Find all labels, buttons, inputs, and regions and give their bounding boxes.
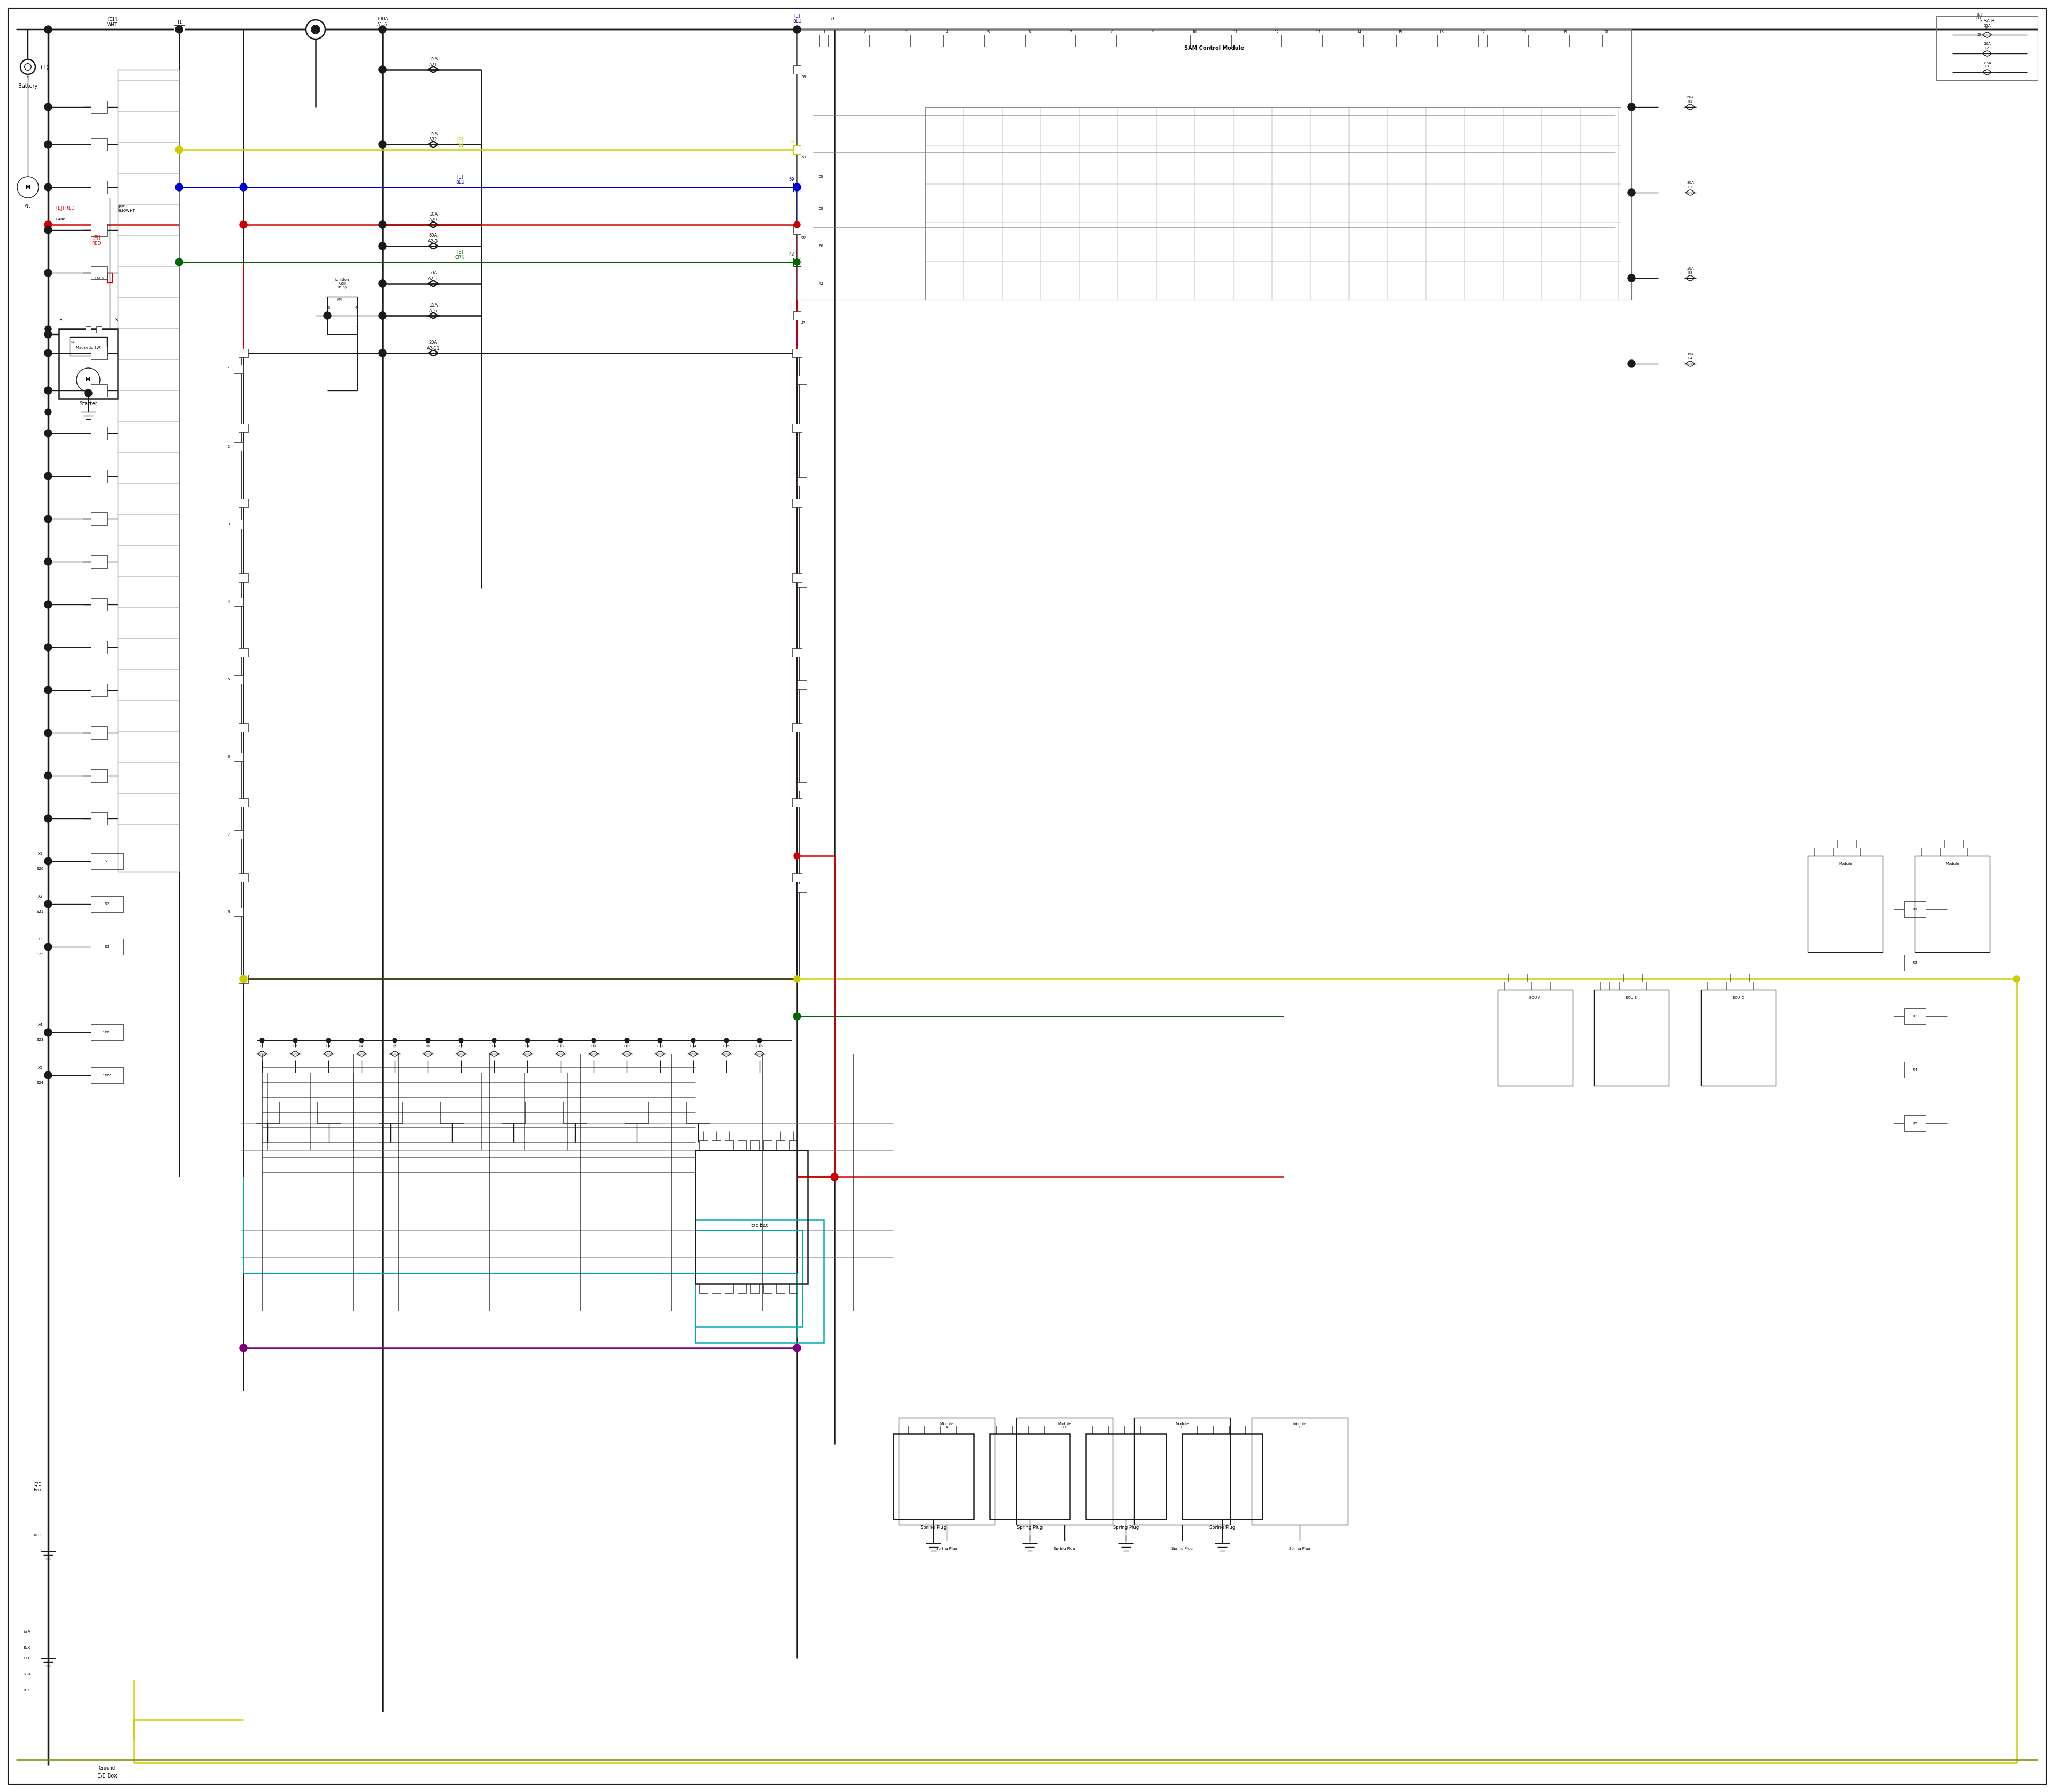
Circle shape — [1627, 274, 1635, 281]
Text: 5: 5 — [228, 677, 230, 681]
Bar — [793, 145, 801, 154]
Text: 59: 59 — [1976, 34, 1982, 36]
Bar — [1904, 901, 1927, 918]
Text: Spring Plug: Spring Plug — [1054, 1546, 1074, 1550]
Bar — [797, 579, 807, 588]
Circle shape — [378, 220, 386, 228]
Bar — [60, 330, 117, 398]
Text: 15A
B4: 15A B4 — [1686, 353, 1695, 360]
Text: X2: X2 — [37, 894, 43, 898]
Text: Starter: Starter — [80, 401, 97, 407]
Text: M: M — [25, 185, 31, 190]
Circle shape — [45, 729, 51, 737]
Bar — [90, 138, 107, 151]
Text: Spring Plug: Spring Plug — [937, 1546, 957, 1550]
Bar — [238, 498, 249, 507]
Text: Spring Plug: Spring Plug — [1290, 1546, 1310, 1550]
Bar — [238, 349, 249, 357]
Bar — [90, 1068, 123, 1082]
Circle shape — [45, 220, 51, 228]
Bar — [234, 753, 242, 762]
Bar — [1251, 1417, 1347, 1525]
Bar — [175, 25, 185, 34]
Bar — [90, 100, 107, 113]
Text: M4: M4 — [337, 297, 343, 301]
Text: R4: R4 — [1912, 1068, 1916, 1072]
Text: F6: F6 — [425, 1045, 429, 1048]
Bar — [793, 498, 801, 507]
Bar — [117, 70, 179, 873]
Bar — [175, 25, 185, 34]
Text: T1: T1 — [177, 20, 183, 25]
Text: 18: 18 — [1522, 30, 1526, 34]
Text: S3: S3 — [105, 944, 109, 948]
Circle shape — [177, 258, 183, 265]
Text: F4: F4 — [359, 1045, 364, 1048]
Text: Module: Module — [1945, 862, 1960, 866]
Text: 10: 10 — [1191, 30, 1197, 34]
Circle shape — [240, 220, 246, 228]
Bar — [793, 145, 801, 154]
Bar — [797, 681, 807, 688]
Bar — [1602, 34, 1610, 47]
Circle shape — [175, 25, 183, 34]
Circle shape — [45, 943, 51, 950]
Text: E/E Box: E/E Box — [752, 1222, 768, 1228]
Circle shape — [45, 815, 51, 823]
Text: 59: 59 — [830, 16, 834, 22]
Bar — [90, 267, 107, 280]
Text: 14: 14 — [1358, 30, 1362, 34]
Bar — [926, 108, 1621, 299]
Text: 59: 59 — [789, 177, 795, 183]
Bar — [861, 34, 869, 47]
Circle shape — [359, 1038, 364, 1043]
Bar — [90, 642, 107, 654]
Circle shape — [45, 557, 51, 566]
Text: Magnetic SW: Magnetic SW — [76, 346, 101, 349]
Text: B: B — [60, 317, 62, 323]
Text: Spring Plug: Spring Plug — [1171, 1546, 1193, 1550]
Bar — [793, 797, 801, 806]
Text: 16: 16 — [1440, 30, 1444, 34]
Bar — [1594, 989, 1668, 1086]
Bar — [1904, 1063, 1927, 1077]
Text: 8: 8 — [228, 910, 230, 914]
Bar — [238, 797, 249, 806]
Circle shape — [559, 1038, 563, 1043]
Bar — [793, 423, 801, 432]
Text: 30A
B2: 30A B2 — [1686, 181, 1695, 188]
Text: F8: F8 — [493, 1045, 497, 1048]
Circle shape — [793, 1012, 801, 1020]
Text: S24: S24 — [37, 1081, 43, 1084]
Text: [E1]
WHT: [E1] WHT — [107, 16, 117, 27]
Circle shape — [830, 1174, 838, 1181]
Text: R2: R2 — [1912, 961, 1916, 964]
Text: 59: 59 — [820, 176, 824, 177]
Bar — [776, 1140, 785, 1150]
Bar — [234, 909, 242, 916]
Bar — [90, 556, 107, 568]
Bar — [90, 769, 107, 781]
Bar — [238, 649, 249, 658]
Circle shape — [758, 1038, 762, 1043]
Circle shape — [380, 142, 386, 147]
Circle shape — [2013, 975, 2019, 982]
Circle shape — [380, 244, 386, 249]
Text: 20A
B3: 20A B3 — [1686, 267, 1695, 274]
Bar — [90, 513, 107, 525]
Circle shape — [378, 142, 386, 149]
Bar — [327, 297, 357, 335]
Circle shape — [312, 25, 320, 34]
Bar — [1204, 1426, 1214, 1434]
Bar — [90, 683, 107, 697]
Text: SAM Control Module: SAM Control Module — [1185, 45, 1245, 50]
Circle shape — [378, 66, 386, 73]
Bar — [933, 1426, 941, 1434]
Circle shape — [45, 269, 51, 276]
Bar — [1522, 982, 1532, 989]
Bar — [1140, 1426, 1148, 1434]
Text: F13: F13 — [657, 1045, 663, 1048]
Circle shape — [45, 349, 51, 357]
Bar — [1941, 848, 1949, 857]
Bar — [797, 376, 807, 383]
